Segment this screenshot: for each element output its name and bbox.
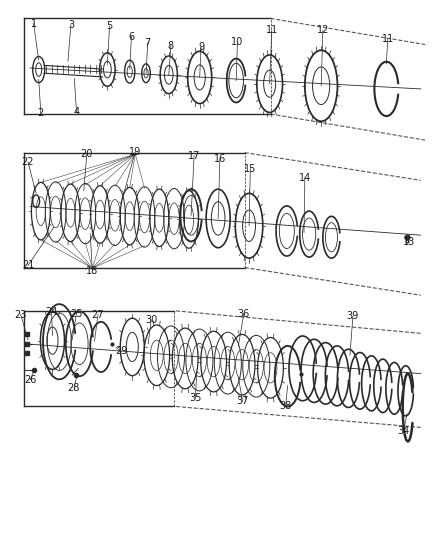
Text: 30: 30: [145, 315, 157, 325]
Text: 26: 26: [24, 375, 36, 385]
Text: 36: 36: [238, 309, 250, 319]
Text: 2: 2: [38, 108, 44, 118]
Text: 9: 9: [198, 42, 204, 52]
Text: 37: 37: [237, 396, 249, 406]
Text: 3: 3: [68, 20, 74, 30]
Text: 39: 39: [347, 311, 359, 321]
Text: 34: 34: [397, 426, 410, 436]
Text: 29: 29: [115, 346, 127, 356]
Text: 25: 25: [70, 309, 83, 319]
Text: 16: 16: [214, 154, 226, 164]
Text: 17: 17: [188, 151, 200, 161]
Text: 1: 1: [31, 19, 37, 29]
Text: 4: 4: [74, 108, 80, 117]
Text: 21: 21: [22, 261, 34, 270]
Text: 5: 5: [106, 21, 113, 31]
Text: 14: 14: [299, 173, 311, 183]
Text: 20: 20: [81, 149, 93, 159]
Text: 13: 13: [403, 237, 415, 247]
Text: 11: 11: [381, 34, 394, 44]
Text: 7: 7: [145, 38, 151, 48]
Text: 24: 24: [46, 308, 58, 318]
Text: 18: 18: [86, 265, 99, 276]
Text: 35: 35: [189, 393, 201, 403]
Text: 27: 27: [92, 310, 104, 320]
Text: 19: 19: [129, 147, 141, 157]
Text: 38: 38: [279, 401, 292, 411]
Text: 11: 11: [266, 26, 278, 35]
Text: 23: 23: [14, 310, 27, 320]
Text: 10: 10: [231, 37, 244, 47]
Text: 12: 12: [317, 26, 329, 35]
Text: 22: 22: [22, 157, 34, 167]
Text: 28: 28: [68, 383, 80, 393]
Text: 8: 8: [168, 41, 174, 51]
Text: 15: 15: [244, 164, 257, 174]
Text: 6: 6: [128, 31, 134, 42]
